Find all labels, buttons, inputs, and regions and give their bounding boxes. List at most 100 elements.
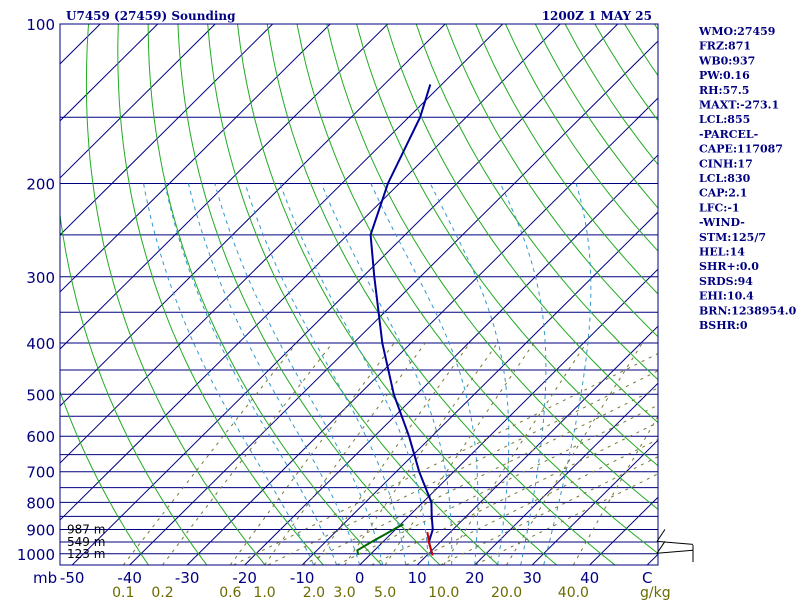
sounding-traces [356,84,434,556]
isotherm-line [60,24,216,179]
wind-barb [656,541,694,554]
index-line: STM:125/7 [699,231,766,244]
pressure-tick-label: 200 [26,175,55,193]
index-line: SHR+:0.0 [699,260,759,273]
wind-barb [656,529,694,545]
mixing-ratio-label: 2.0 [303,585,325,600]
dry-adiabat-line [415,24,658,381]
pressure-tick-label: 100 [26,16,55,34]
pressure-tick-label: 400 [26,335,55,353]
height-label: 549 m [67,535,105,549]
moist-adiabat-line [279,183,430,565]
dry-adiabat-line [356,24,658,467]
moist-adiabat-line [499,183,547,565]
index-line: SRDS:94 [699,275,753,288]
dewpoint-trace [356,523,404,556]
isotherm-line [60,24,331,293]
index-line: PW:0.16 [699,69,750,82]
index-line: RH:57.5 [699,84,749,97]
isotherm-line [60,24,446,407]
dry-adiabat-line [266,24,616,565]
temperature-trace [369,84,434,556]
pressure-tick-label: 500 [26,386,55,404]
mixing-ratio-label: 0.1 [112,585,134,600]
index-line: CINH:17 [699,157,753,170]
moist-adiabat-line [214,183,384,565]
dry-adiabat-line [296,24,658,555]
index-line: LCL:855 [699,113,750,126]
mixing-ratio-line [336,404,658,565]
diagram-grid [60,24,658,565]
isotherm-line [244,154,658,565]
index-line: -WIND- [699,216,745,229]
wind-barbs [656,529,694,562]
dry-adiabat-line [475,24,658,295]
isotherm-line [60,24,389,350]
isotherm-line [474,382,658,565]
temperature-tick-label: 30 [523,569,542,587]
mixing-ratio-label: 3.0 [333,585,355,600]
moist-adiabat-line [321,183,453,565]
index-line: CAP:2.1 [699,187,747,200]
temperature-tick-label: C [642,569,652,587]
dry-adiabat-line [237,24,557,565]
temperature-tick-label: 0 [355,569,365,587]
plot-frame [59,23,659,566]
index-line: WB0:937 [698,54,755,67]
dry-adiabat-line [117,24,324,565]
mixing-ratio-label: 20.0 [491,585,522,600]
pressure-tick-label: 300 [26,269,55,287]
moist-adiabat-line [143,183,315,565]
mixing-ratio-line [267,370,658,565]
mixing-ratio-line [344,342,498,565]
mixing-ratio-label: 5.0 [374,585,396,600]
index-line: LFC:-1 [699,201,740,214]
mixing-ratio-line [572,415,658,565]
pressure-tick-label: 800 [26,494,55,512]
mixing-ratio-label: 0.6 [219,585,241,600]
plot-background [60,24,658,565]
mixing-ratio-line [229,342,395,565]
height-label: 123 m [67,547,105,561]
wind-barb-staff [656,549,694,554]
moist-adiabat-line [244,183,407,565]
dry-adiabat-line [60,210,208,565]
temperature-tick-label: 40 [580,569,599,587]
mixing-ratio-label: 1.0 [253,585,275,600]
dry-adiabat-line [85,24,266,565]
mixing-ratio-line [233,353,658,565]
isotherm-line [60,24,274,236]
sounding-title: U7459 (27459) Sounding [66,9,236,23]
index-line: MAXT:-273.1 [699,99,779,112]
parcel-trace [426,531,434,556]
mixing-ratio-line [371,421,658,565]
isotherm-line [60,24,561,521]
index-line: CAPE:117087 [699,143,783,156]
index-line: -PARCEL- [699,128,758,141]
moist-adiabat-line [370,183,479,565]
isotherm-line [359,268,658,565]
mixing-ratio-unit-label: g/kg [640,585,671,600]
moist-adiabat-line [543,183,592,565]
mixing-ratio-line [162,342,333,565]
mixing-ratio-label: 10.0 [428,585,459,600]
pressure-tick-label: 600 [26,428,55,446]
temperature-tick-label: 20 [465,569,484,587]
dry-adiabat-line [147,24,383,565]
isotherm-line [531,439,658,565]
sounding-time: 1200Z 1 MAY 25 [542,9,652,23]
temperature-tick-label: -40 [117,569,142,587]
temperature-tick-label: -30 [175,569,200,587]
temperature-tick-label: 10 [408,569,427,587]
temperature-tick-label: -20 [232,569,257,587]
mixing-ratio-label: 0.2 [151,585,173,600]
wind-barb-flag [656,529,666,542]
mixing-ratio-line [264,342,426,565]
mixing-ratio-label: 40.0 [558,585,589,600]
temperature-tick-label: -10 [290,569,315,587]
dry-adiabat-line [60,390,149,565]
wind-barb-staff [656,540,694,545]
